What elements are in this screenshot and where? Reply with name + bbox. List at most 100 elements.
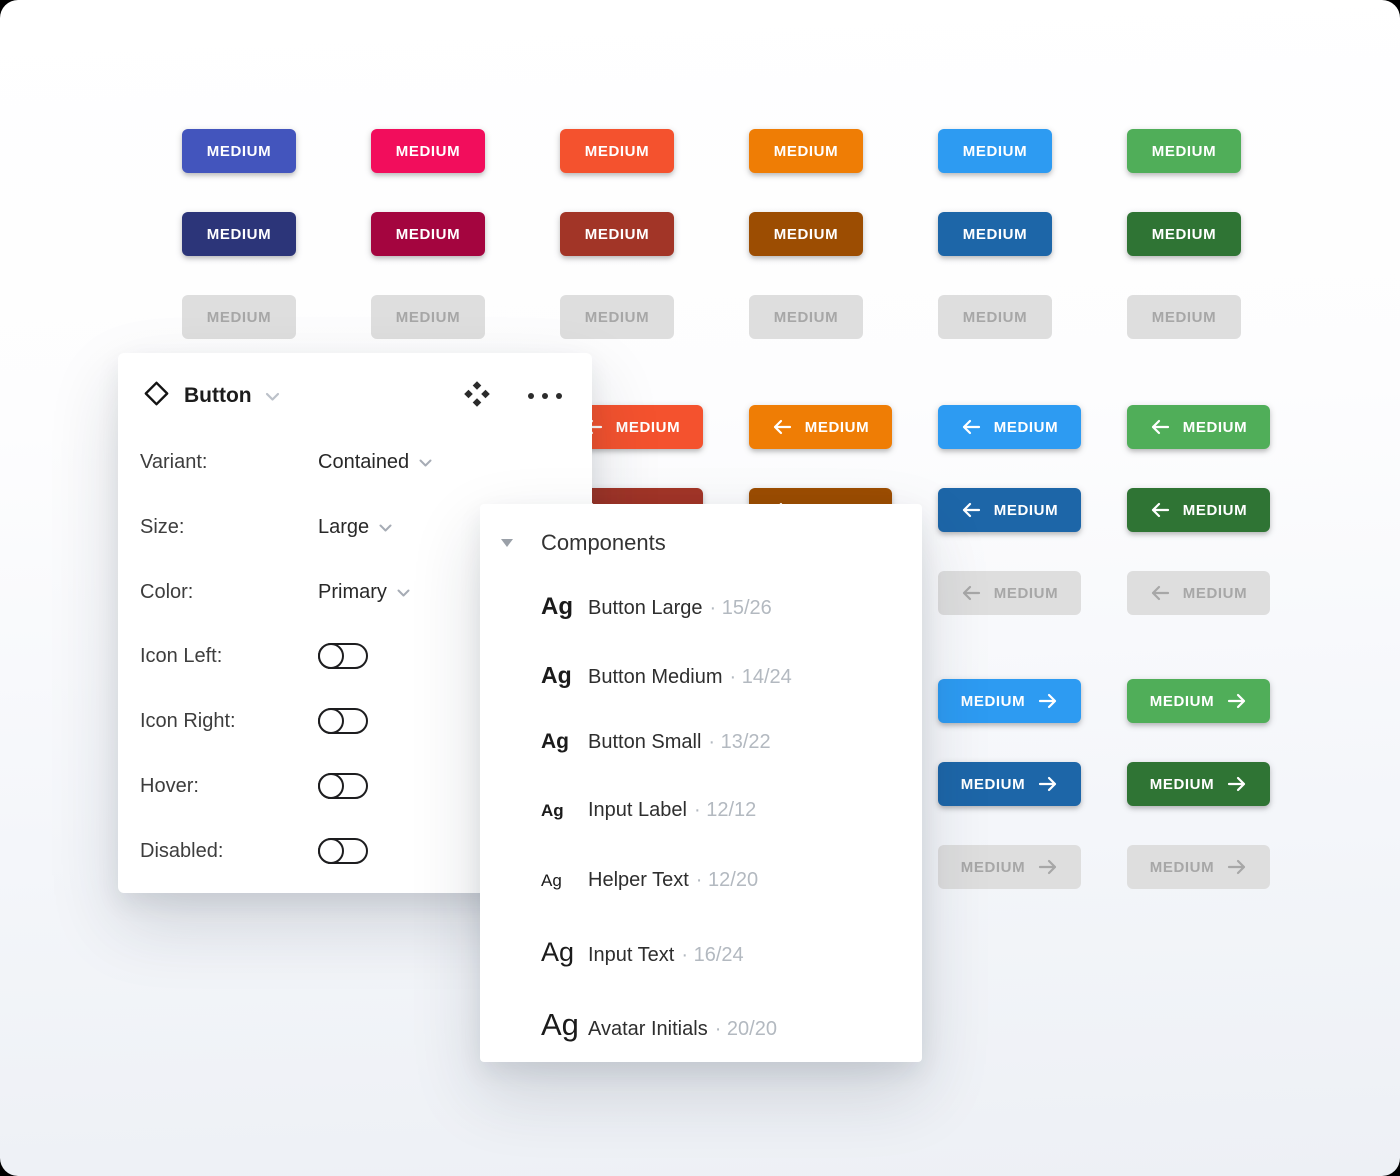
style-name: Input Text: [588, 944, 675, 966]
medium-button-green-hover-dark-arrow-left[interactable]: MEDIUM: [1127, 488, 1270, 532]
icon-left-label: Icon Left:: [140, 644, 223, 667]
medium-button-pink-disabled[interactable]: MEDIUM: [371, 295, 485, 339]
medium-button-green-default-arrow-left[interactable]: MEDIUM: [1127, 405, 1270, 449]
arrow-right-icon: [1227, 693, 1247, 709]
type-sample: Ag: [541, 1007, 579, 1042]
component-style-item[interactable]: Ag Input Label · 12/12: [541, 799, 906, 839]
button-label: MEDIUM: [1149, 692, 1215, 710]
medium-button-red-default[interactable]: MEDIUM: [560, 129, 674, 173]
button-label: MEDIUM: [395, 308, 461, 326]
button-label: MEDIUM: [773, 308, 839, 326]
component-style-item[interactable]: Ag Helper Text · 12/20: [541, 869, 906, 909]
variant-select[interactable]: Contained: [318, 451, 432, 474]
color-select[interactable]: Primary: [318, 581, 410, 604]
icon-left-toggle[interactable]: [318, 643, 368, 669]
medium-button-red-disabled[interactable]: MEDIUM: [560, 295, 674, 339]
button-label: MEDIUM: [960, 692, 1026, 710]
size-select[interactable]: Large: [318, 516, 392, 539]
component-style-item[interactable]: Ag Button Medium · 14/24: [541, 662, 906, 702]
size-row: Size: Large: [140, 512, 572, 542]
size-label: Size:: [140, 515, 185, 538]
style-size: · 15/26: [709, 597, 772, 619]
more-options-icon[interactable]: [528, 389, 562, 403]
arrow-left-icon: [1150, 419, 1170, 435]
type-sample: Ag: [541, 871, 562, 890]
medium-button-blue-hover-dark-arrow-left[interactable]: MEDIUM: [938, 488, 1081, 532]
arrow-right-icon: [1038, 693, 1058, 709]
color-label: Color:: [140, 580, 194, 603]
style-size: · 12/12: [693, 799, 757, 821]
medium-button-green-default-arrow-right[interactable]: MEDIUM: [1127, 679, 1270, 723]
medium-button-orange-hover-dark[interactable]: MEDIUM: [749, 212, 863, 256]
medium-button-indigo-hover-dark[interactable]: MEDIUM: [182, 212, 296, 256]
medium-button-blue-hover-dark[interactable]: MEDIUM: [938, 212, 1052, 256]
medium-button-indigo-default[interactable]: MEDIUM: [182, 129, 296, 173]
icon-right-row: Icon Right:: [140, 706, 572, 736]
medium-button-green-hover-dark[interactable]: MEDIUM: [1127, 212, 1241, 256]
medium-button-green-disabled[interactable]: MEDIUM: [1127, 295, 1241, 339]
hover-toggle[interactable]: [318, 773, 368, 799]
medium-button-blue-default[interactable]: MEDIUM: [938, 129, 1052, 173]
medium-button-orange-default[interactable]: MEDIUM: [749, 129, 863, 173]
component-style-item[interactable]: Ag Button Large · 15/26: [541, 593, 906, 633]
triangle-down-icon[interactable]: [500, 538, 514, 548]
medium-button-orange-disabled[interactable]: MEDIUM: [749, 295, 863, 339]
button-label: MEDIUM: [1182, 584, 1248, 602]
button-label: MEDIUM: [993, 501, 1059, 519]
disabled-toggle[interactable]: [318, 838, 368, 864]
button-label: MEDIUM: [962, 225, 1028, 243]
type-sample: Ag: [541, 662, 572, 688]
medium-button-green-hover-dark-arrow-right[interactable]: MEDIUM: [1127, 762, 1270, 806]
toggle-knob: [318, 643, 344, 669]
medium-button-blue-disabled-arrow-left[interactable]: MEDIUM: [938, 571, 1081, 615]
toggle-knob: [318, 708, 344, 734]
button-label: MEDIUM: [1151, 142, 1217, 160]
chevron-down-icon[interactable]: [265, 389, 280, 407]
medium-button-indigo-disabled[interactable]: MEDIUM: [182, 295, 296, 339]
arrow-left-icon: [961, 419, 981, 435]
component-style-item[interactable]: Ag Input Text · 16/24: [541, 937, 906, 977]
component-style-item[interactable]: Ag Button Small · 13/22: [541, 730, 906, 770]
panel-title: Button: [184, 384, 252, 407]
medium-button-blue-default-arrow-right[interactable]: MEDIUM: [938, 679, 1081, 723]
medium-button-blue-hover-dark-arrow-right[interactable]: MEDIUM: [938, 762, 1081, 806]
medium-button-orange-default-arrow-left[interactable]: MEDIUM: [749, 405, 892, 449]
button-label: MEDIUM: [1151, 225, 1217, 243]
medium-button-blue-default-arrow-left[interactable]: MEDIUM: [938, 405, 1081, 449]
arrow-left-icon: [961, 585, 981, 601]
medium-button-green-disabled-arrow-left[interactable]: MEDIUM: [1127, 571, 1270, 615]
button-label: MEDIUM: [615, 418, 681, 436]
arrow-right-icon: [1038, 859, 1058, 875]
type-sample: Ag: [541, 937, 575, 967]
button-label: MEDIUM: [962, 308, 1028, 326]
button-label: MEDIUM: [584, 225, 650, 243]
medium-button-green-disabled-arrow-right[interactable]: MEDIUM: [1127, 845, 1270, 889]
button-label: MEDIUM: [206, 142, 272, 160]
style-size: · 16/24: [681, 944, 744, 966]
toggle-knob: [318, 773, 344, 799]
arrow-left-icon: [961, 502, 981, 518]
medium-button-pink-default[interactable]: MEDIUM: [371, 129, 485, 173]
button-label: MEDIUM: [993, 584, 1059, 602]
type-sample: Ag: [541, 730, 569, 753]
button-label: MEDIUM: [993, 418, 1059, 436]
components-title: Components: [541, 530, 666, 555]
medium-button-pink-hover-dark[interactable]: MEDIUM: [371, 212, 485, 256]
icon-right-toggle[interactable]: [318, 708, 368, 734]
medium-button-green-default[interactable]: MEDIUM: [1127, 129, 1241, 173]
medium-button-blue-disabled[interactable]: MEDIUM: [938, 295, 1052, 339]
arrow-right-icon: [1038, 776, 1058, 792]
button-label: MEDIUM: [773, 225, 839, 243]
component-handle-icon[interactable]: [463, 380, 491, 413]
component-style-item[interactable]: Ag Avatar Initials · 20/20: [541, 1007, 906, 1047]
toggle-knob: [318, 838, 344, 864]
medium-button-red-hover-dark[interactable]: MEDIUM: [560, 212, 674, 256]
style-name: Button Medium: [588, 666, 723, 688]
button-label: MEDIUM: [206, 225, 272, 243]
icon-right-label: Icon Right:: [140, 709, 236, 732]
button-label: MEDIUM: [1151, 308, 1217, 326]
style-name: Button Large: [588, 597, 703, 619]
type-sample: Ag: [541, 593, 573, 620]
medium-button-blue-disabled-arrow-right[interactable]: MEDIUM: [938, 845, 1081, 889]
